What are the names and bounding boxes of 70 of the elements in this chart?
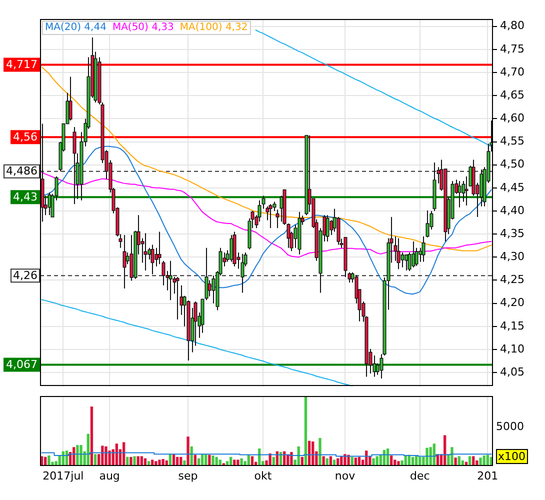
bar <box>48 456 50 466</box>
bar <box>397 461 400 466</box>
bar <box>240 458 243 466</box>
bar <box>208 454 211 466</box>
bar <box>429 447 432 466</box>
bar <box>76 445 79 466</box>
bar <box>290 452 293 466</box>
bar <box>186 436 190 466</box>
y-tick-label: 4,60 <box>500 112 524 125</box>
bar <box>347 454 350 466</box>
y-tick-label: 4,70 <box>500 65 524 78</box>
y-tick-label: 4,30 <box>500 250 524 264</box>
bar <box>450 447 454 466</box>
y-tick-label: 4,65 <box>500 88 524 102</box>
bar <box>318 438 322 466</box>
bar <box>479 458 482 466</box>
bar <box>454 458 457 466</box>
bar <box>212 456 214 466</box>
x-tick-label: okt <box>254 469 272 482</box>
ref-line-label: 4,26 <box>13 268 38 282</box>
x-tick-label: dec <box>410 469 430 482</box>
text: MA(50) 4,33 <box>112 22 174 33</box>
text: x100 <box>496 449 528 464</box>
bar <box>101 446 104 466</box>
y-tick-label: 4,55 <box>500 134 524 148</box>
bar <box>268 453 272 466</box>
bar <box>130 456 132 466</box>
bar <box>90 406 94 466</box>
x-tick-label: sep <box>178 469 198 482</box>
text: MA(100) 4,32 <box>180 22 248 33</box>
x-tick-label: 201 <box>477 469 498 482</box>
bar <box>183 460 186 466</box>
bar <box>400 460 404 466</box>
ref-line-label: 4,717 <box>6 58 38 72</box>
x-tick-label: nov <box>334 469 356 482</box>
y-tick-label: 4,05 <box>500 365 524 378</box>
bar <box>215 456 218 466</box>
bar <box>162 459 164 466</box>
y-tick-label: 4,15 <box>500 319 524 332</box>
x-tick-label: 2017jul <box>42 469 84 482</box>
ref-line-label: 4,43 <box>13 190 38 204</box>
y-tick-label: 4,35 <box>500 226 524 240</box>
bar <box>133 456 136 466</box>
y-tick-label: 4,75 <box>500 42 524 56</box>
ref-line-label: 4,56 <box>13 130 38 144</box>
y-tick-label: 4,80 <box>500 19 524 32</box>
bar <box>426 448 428 466</box>
y-tick-label: 4,20 <box>500 296 524 310</box>
text: 5000 <box>496 420 524 433</box>
y-tick-label: 4,10 <box>500 342 524 356</box>
bar <box>108 450 111 466</box>
y-tick-label: 4,45 <box>500 180 524 194</box>
bar <box>104 446 108 466</box>
bar <box>154 461 158 466</box>
bar <box>344 454 346 466</box>
y-tick-label: 4,40 <box>500 204 524 217</box>
bar <box>482 456 486 466</box>
bar <box>322 456 325 466</box>
text: MA(20) 4,44 <box>45 22 106 33</box>
y-tick-label: 4,50 <box>500 158 524 171</box>
x-tick-label: aug <box>99 469 120 482</box>
ref-line-label: 4,067 <box>6 358 38 372</box>
bar <box>372 458 375 466</box>
ref-line-label: 4,486 <box>6 164 38 178</box>
y-tick-label: 4,25 <box>500 273 524 286</box>
bar <box>376 456 378 466</box>
bar <box>158 460 161 466</box>
bar <box>476 460 478 466</box>
bar <box>80 445 82 466</box>
bar <box>236 460 240 466</box>
